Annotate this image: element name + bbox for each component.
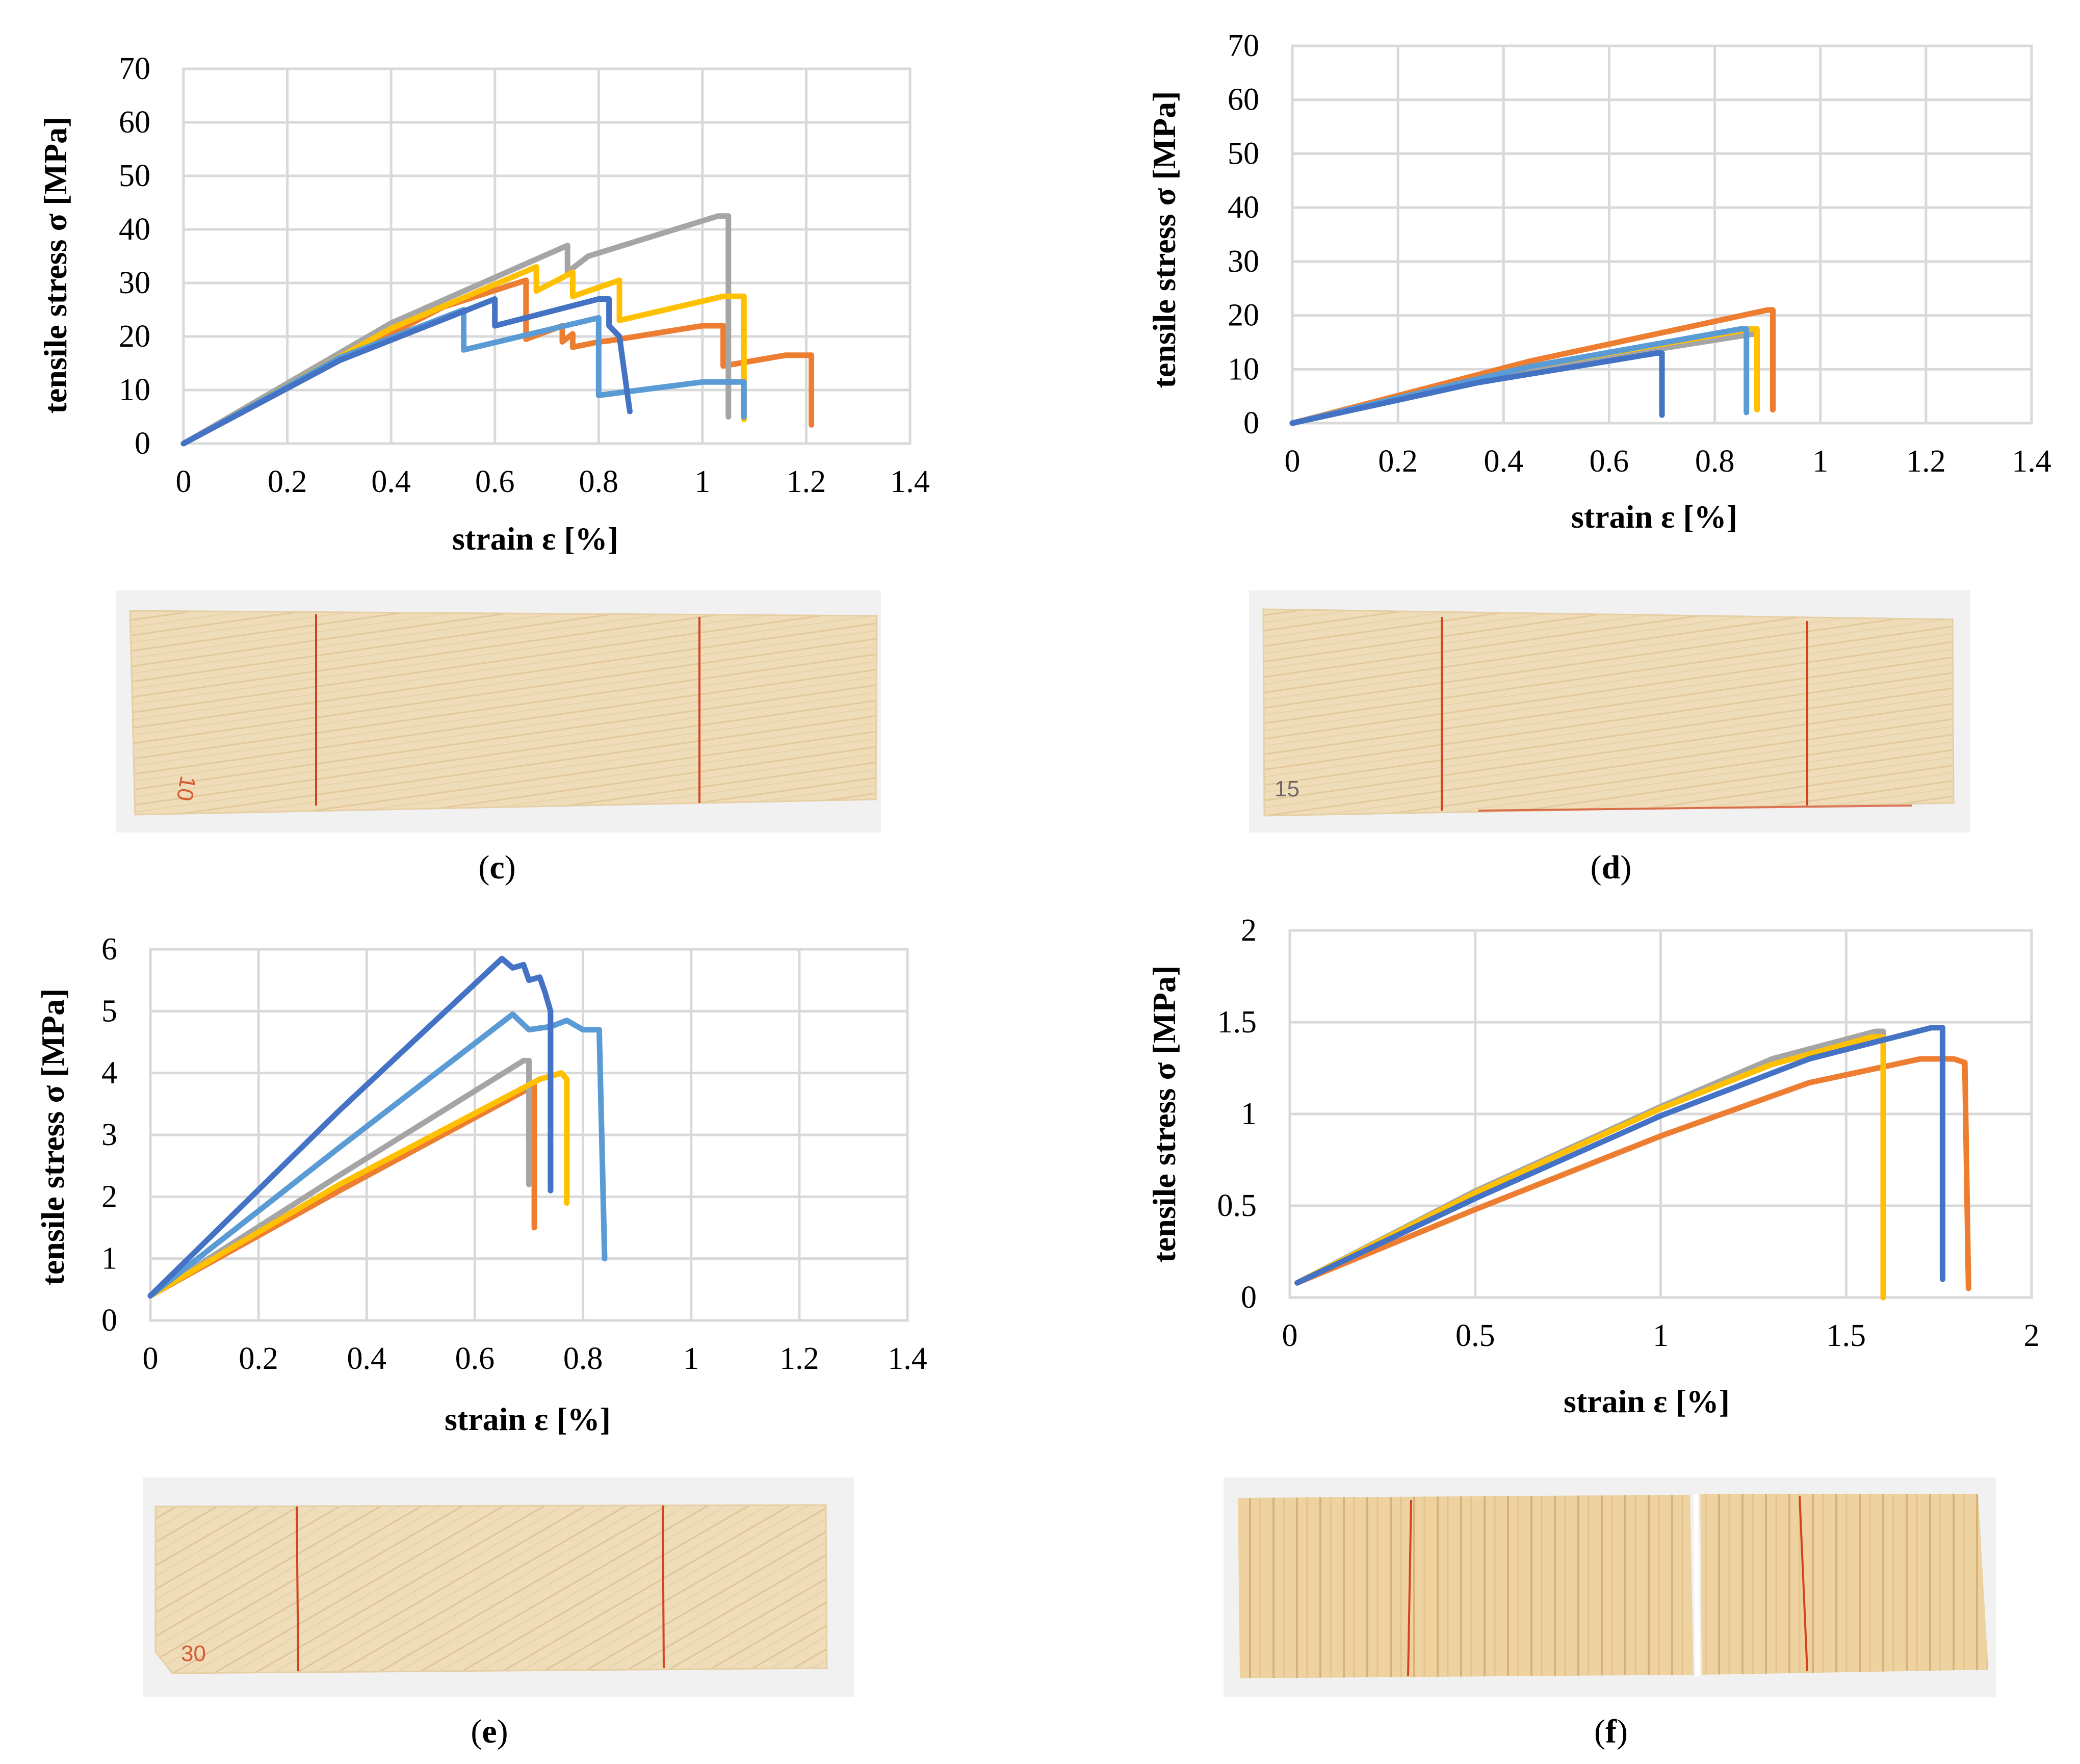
chart-f-ytick-label: 1	[1241, 1097, 1257, 1131]
chart-f: 0 0.5 1 1.5 2 0 0.5 1 1.5 2	[1217, 913, 2040, 1353]
chart-d-ytick-label: 30	[1228, 244, 1259, 279]
chart-d-xtick-label: 1.2	[1906, 444, 1946, 479]
chart-d: 0 0.2 0.4 0.6 0.8 1 1.2 1.4 0 10 20 30 40 50 60 70	[1228, 29, 2051, 479]
chart-d-series-lightblue	[1289, 326, 1750, 426]
chart-d-ytick-label: 20	[1228, 298, 1259, 333]
chart-e-xlabel: strain ε [%]	[445, 1401, 611, 1437]
chart-c-ytick-label: 30	[119, 266, 150, 300]
chart-d-xlabel: strain ε [%]	[1571, 499, 1737, 535]
chart-e-xtick-label: 1	[683, 1341, 699, 1376]
chart-e-series-blue	[147, 955, 554, 1299]
chart-e-xtick-label: 1.4	[888, 1341, 927, 1376]
chart-c-series-yellow	[180, 264, 747, 447]
chart-c-series-gray	[180, 213, 732, 447]
chart-f-xtick-label: 1.5	[1827, 1318, 1866, 1353]
chart-c-xtick-label: 1	[694, 464, 710, 499]
specimen-photo-d: 15	[1249, 590, 1970, 833]
chart-f-plot-area	[1288, 929, 2033, 1299]
chart-e-xtick-label: 0	[143, 1341, 159, 1376]
chart-d-xtick-label: 0.4	[1484, 444, 1524, 479]
chart-c-xtick-label: 0.6	[475, 464, 515, 499]
chart-c-ytick-label: 20	[119, 319, 150, 354]
caption-c: (c)	[478, 849, 515, 886]
chart-f-ytick-label: 1.5	[1217, 1005, 1257, 1040]
chart-c-xtick-label: 0	[176, 464, 192, 499]
specimen-label-c: 10	[172, 774, 201, 803]
chart-f-ytick-label: 0.5	[1217, 1188, 1257, 1223]
chart-c-xtick-label: 1.4	[890, 464, 930, 499]
chart-d-xtick-label: 0.6	[1590, 444, 1629, 479]
chart-e-plot-area	[149, 948, 909, 1322]
chart-d-plot-area	[1291, 44, 2033, 425]
specimen-label-e: 30	[181, 1641, 206, 1666]
chart-d-ytick-label: 50	[1228, 136, 1259, 171]
chart-c-ytick-label: 70	[119, 51, 150, 86]
caption-f: (f)	[1594, 1713, 1628, 1750]
specimen-label-d: 15	[1275, 776, 1299, 801]
chart-c-ylabel: tensile stress σ [MPa]	[37, 117, 73, 414]
chart-c-ytick-label: 60	[119, 105, 150, 140]
specimen-photo-f	[1224, 1477, 1996, 1697]
chart-e-ylabel: tensile stress σ [MPa]	[35, 989, 71, 1286]
chart-e-xtick-label: 0.2	[239, 1341, 278, 1376]
chart-e-series-gray	[147, 1057, 532, 1299]
chart-f-series-orange	[1294, 1056, 1971, 1291]
chart-d-ytick-label: 0	[1243, 406, 1259, 440]
chart-e: 0 0.2 0.4 0.6 0.8 1 1.2 1.4 0 1 2 3 4 5 6	[101, 932, 927, 1376]
chart-d-ytick-label: 10	[1228, 352, 1259, 386]
chart-f-xtick-label: 2	[2024, 1318, 2040, 1353]
chart-f-series-yellow	[1294, 1034, 1886, 1301]
chart-f-xtick-label: 0.5	[1455, 1318, 1495, 1353]
chart-e-ytick-label: 1	[101, 1241, 117, 1276]
chart-f-xlabel: strain ε [%]	[1564, 1383, 1730, 1419]
chart-e-ytick-label: 2	[101, 1179, 117, 1214]
chart-e-ytick-label: 3	[101, 1118, 117, 1152]
chart-e-xtick-label: 0.8	[563, 1341, 603, 1376]
chart-d-ytick-label: 40	[1228, 190, 1259, 225]
chart-e-ytick-label: 5	[101, 994, 117, 1028]
chart-c-ytick-label: 10	[119, 373, 150, 407]
chart-f-ytick-label: 2	[1241, 913, 1257, 948]
chart-c-series-blue	[180, 296, 633, 447]
chart-f-xtick-label: 0	[1282, 1318, 1298, 1353]
chart-c-xtick-label: 0.2	[268, 464, 307, 499]
chart-f-xtick-label: 1	[1653, 1318, 1669, 1353]
chart-e-xtick-label: 0.6	[455, 1341, 495, 1376]
chart-d-series-orange	[1289, 307, 1776, 426]
caption-d: (d)	[1591, 849, 1632, 886]
chart-e-xtick-label: 0.4	[347, 1341, 387, 1376]
specimen-photo-e: 30	[143, 1477, 854, 1697]
chart-d-xtick-label: 0.2	[1378, 444, 1418, 479]
chart-c-xtick-label: 0.4	[371, 464, 411, 499]
chart-e-ytick-label: 4	[101, 1056, 117, 1091]
specimen-photo-c: 10	[116, 590, 881, 833]
chart-c-ytick-label: 40	[119, 212, 150, 247]
chart-d-series-blue	[1289, 350, 1665, 426]
chart-c-ytick-label: 50	[119, 159, 150, 193]
chart-d-xtick-label: 1	[1812, 444, 1828, 479]
chart-d-xtick-label: 0	[1285, 444, 1301, 479]
chart-d-ylabel: tensile stress σ [MPa]	[1146, 91, 1182, 388]
chart-c-xtick-label: 1.2	[787, 464, 826, 499]
chart-f-ylabel: tensile stress σ [MPa]	[1146, 966, 1182, 1263]
chart-d-xtick-label: 1.4	[2012, 444, 2051, 479]
chart-d-xtick-label: 0.8	[1695, 444, 1735, 479]
chart-c-plot-area	[182, 67, 912, 445]
chart-c-xlabel: strain ε [%]	[452, 521, 618, 557]
chart-c-ytick-label: 0	[135, 426, 150, 461]
chart-e-xtick-label: 1.2	[779, 1341, 819, 1376]
chart-f-series-blue	[1294, 1025, 1945, 1286]
caption-e: (e)	[471, 1713, 508, 1750]
chart-c: 0 0.2 0.4 0.6 0.8 1 1.2 1.4 0 10 20 30 40 50 60 70	[119, 51, 930, 499]
chart-f-ytick-label: 0	[1241, 1280, 1257, 1315]
chart-e-ytick-label: 6	[101, 932, 117, 967]
chart-e-ytick-label: 0	[101, 1303, 117, 1338]
chart-d-ytick-label: 70	[1228, 29, 1259, 63]
chart-c-xtick-label: 0.8	[579, 464, 619, 499]
chart-d-ytick-label: 60	[1228, 83, 1259, 117]
